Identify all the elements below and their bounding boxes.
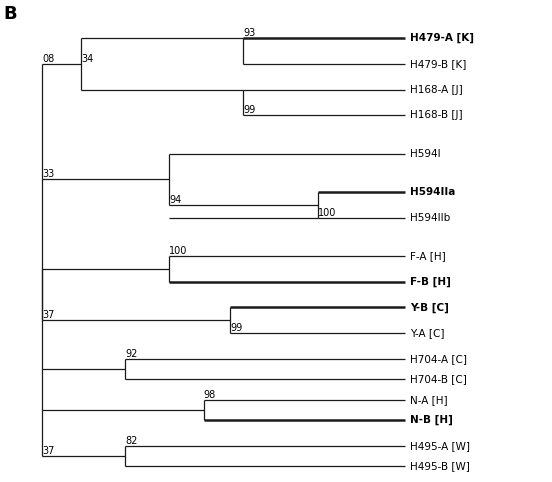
Text: Y-B [C]: Y-B [C] — [410, 302, 449, 313]
Text: F-B [H]: F-B [H] — [410, 277, 451, 287]
Text: F-A [H]: F-A [H] — [410, 251, 446, 261]
Text: H704-A [C]: H704-A [C] — [410, 354, 467, 364]
Text: N-B [H]: N-B [H] — [410, 415, 453, 426]
Text: H594IIb: H594IIb — [410, 213, 450, 223]
Text: H594I: H594I — [410, 148, 441, 159]
Text: 98: 98 — [204, 390, 216, 400]
Text: H594IIa: H594IIa — [410, 187, 455, 197]
Text: H168-B [J]: H168-B [J] — [410, 110, 463, 120]
Text: 100: 100 — [317, 208, 336, 218]
Text: 33: 33 — [42, 169, 54, 179]
Text: Y-A [C]: Y-A [C] — [410, 328, 445, 338]
Text: 99: 99 — [243, 105, 256, 115]
Text: H495-A [W]: H495-A [W] — [410, 441, 470, 451]
Text: B: B — [4, 5, 17, 23]
Text: 93: 93 — [243, 28, 256, 38]
Text: H479-A [K]: H479-A [K] — [410, 33, 474, 43]
Text: 94: 94 — [169, 195, 181, 205]
Text: 99: 99 — [230, 323, 242, 333]
Text: H495-B [W]: H495-B [W] — [410, 461, 470, 471]
Text: 37: 37 — [42, 446, 55, 456]
Text: 08: 08 — [42, 54, 54, 64]
Text: 100: 100 — [169, 246, 187, 256]
Text: 34: 34 — [82, 54, 94, 64]
Text: H704-B [C]: H704-B [C] — [410, 374, 467, 384]
Text: N-A [H]: N-A [H] — [410, 395, 448, 405]
Text: H479-B [K]: H479-B [K] — [410, 59, 466, 69]
Text: 37: 37 — [42, 310, 55, 320]
Text: 92: 92 — [125, 348, 137, 359]
Text: H168-A [J]: H168-A [J] — [410, 84, 463, 94]
Text: 82: 82 — [125, 436, 137, 446]
